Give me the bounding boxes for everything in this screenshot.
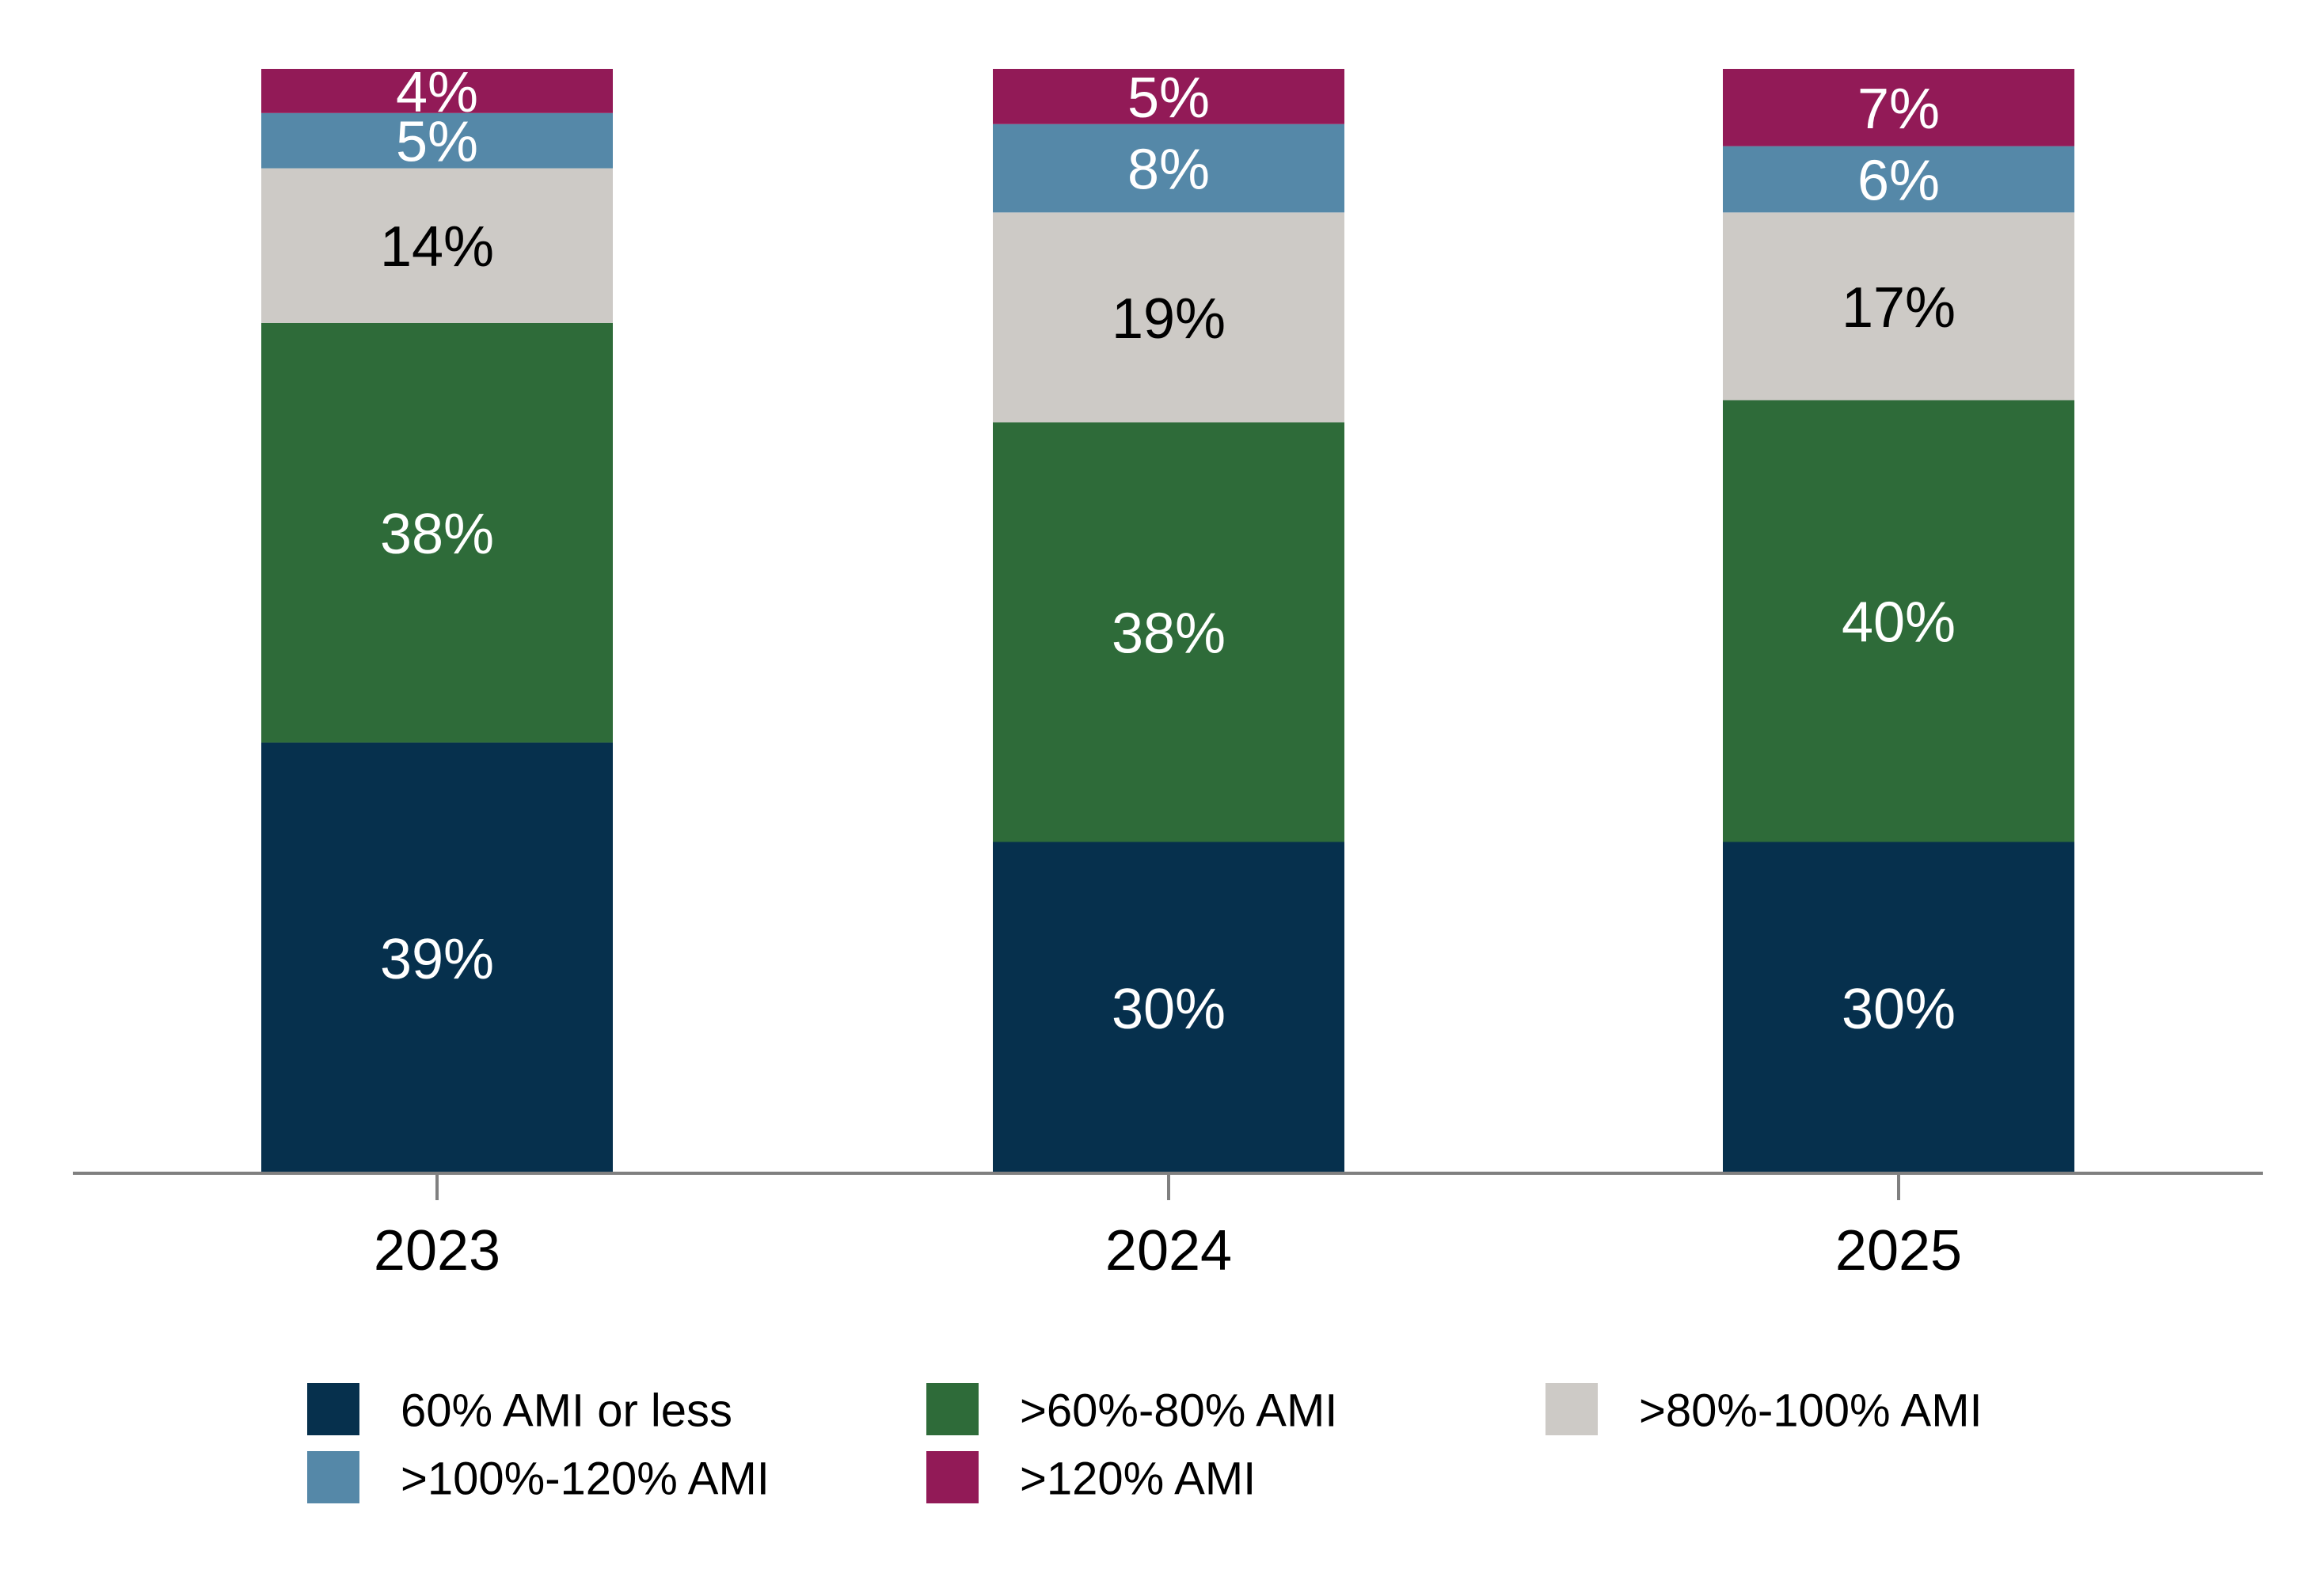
bar-segment-2024-3 xyxy=(993,212,1344,423)
data-label-2025-2: 40% xyxy=(1842,591,1956,655)
x-tick-label-2023: 2023 xyxy=(374,1219,500,1282)
legend-label-4: >100%-120% AMI xyxy=(401,1454,770,1505)
bar-segment-2025-2 xyxy=(1723,400,2074,842)
x-tick-label-2025: 2025 xyxy=(1835,1219,1962,1282)
data-label-2025-4: 6% xyxy=(1857,150,1940,213)
x-tick-label-2024: 2024 xyxy=(1105,1219,1232,1282)
x-axis-ticks: 2023 2024 2025 xyxy=(374,1173,1962,1282)
bar-segment-2023-3 xyxy=(261,168,613,323)
data-label-2025-5: 7% xyxy=(1857,78,1940,141)
legend-label-1: 60% AMI or less xyxy=(401,1385,732,1437)
data-label-2025-3: 17% xyxy=(1842,276,1956,340)
bars-group: 39%38%14%5%4%30%38%19%8%5%30%40%17%6%7% xyxy=(261,61,2074,1173)
bar-segment-2025-5 xyxy=(1723,69,2074,146)
legend-swatch-3 xyxy=(1545,1383,1598,1435)
bar-segment-2024-1 xyxy=(993,842,1344,1173)
data-label-2024-2: 38% xyxy=(1112,602,1226,665)
data-label-2023-3: 14% xyxy=(380,215,494,279)
bar-segment-2025-4 xyxy=(1723,146,2074,213)
bar-segment-2023-2 xyxy=(261,322,613,743)
data-label-2024-1: 30% xyxy=(1112,978,1226,1041)
data-label-2023-4: 5% xyxy=(396,111,478,174)
data-label-2025-1: 30% xyxy=(1842,978,1956,1041)
legend-swatch-2 xyxy=(926,1383,979,1435)
legend-swatch-5 xyxy=(926,1451,979,1503)
bar-segment-2023-5 xyxy=(261,69,613,113)
legend-label-3: >80%-100% AMI xyxy=(1639,1385,1983,1437)
legend-swatch-1 xyxy=(307,1383,359,1435)
legend-swatch-4 xyxy=(307,1451,359,1503)
bar-segment-2023-1 xyxy=(261,742,613,1173)
legend-label-5: >120% AMI xyxy=(1020,1454,1256,1505)
bar-segment-2024-5 xyxy=(993,69,1344,124)
data-label-2023-1: 39% xyxy=(380,928,494,991)
legend: 60% AMI or less >60%-80% AMI >80%-100% AMI… xyxy=(307,1383,1983,1505)
data-label-2023-5: 4% xyxy=(396,61,478,124)
data-label-2024-3: 19% xyxy=(1112,287,1226,351)
bar-segment-2023-4 xyxy=(261,112,613,169)
legend-label-2: >60%-80% AMI xyxy=(1020,1385,1337,1437)
bar-segment-2025-3 xyxy=(1723,212,2074,401)
data-label-2024-5: 5% xyxy=(1127,66,1210,130)
data-label-2023-2: 38% xyxy=(380,503,494,566)
bar-segment-2024-4 xyxy=(993,124,1344,213)
bar-segment-2024-2 xyxy=(993,422,1344,842)
data-label-2024-4: 8% xyxy=(1127,139,1210,202)
bar-segment-2025-1 xyxy=(1723,842,2074,1173)
